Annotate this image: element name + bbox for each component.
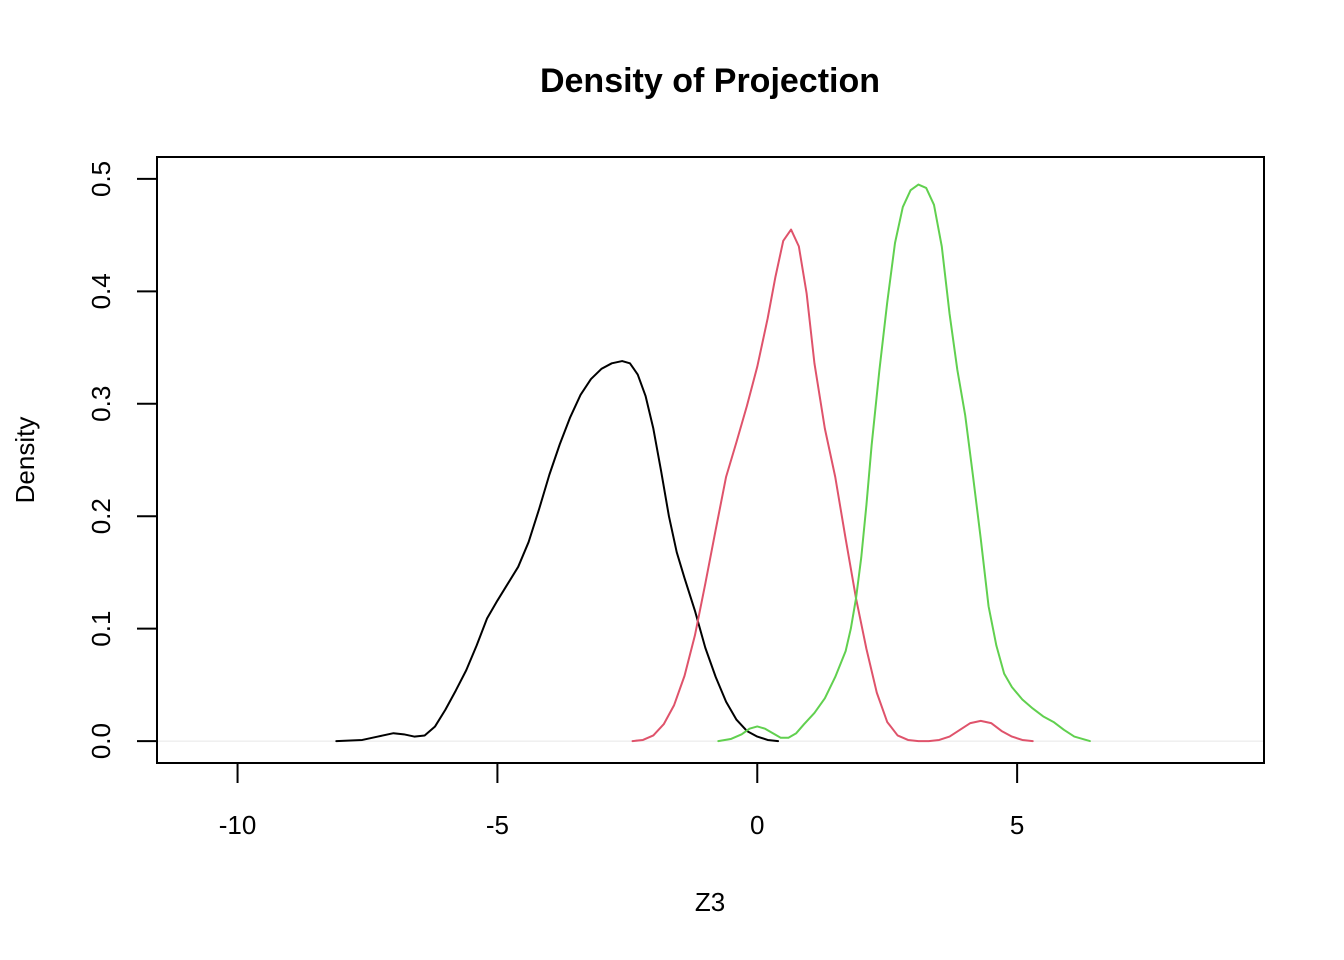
- x-axis: -10 -5 0 5: [219, 762, 1024, 840]
- density-curve-3: [717, 183, 1091, 743]
- density-curve-1: [335, 360, 780, 743]
- y-tick-label: 0.5: [86, 161, 116, 197]
- x-tick-label: -10: [219, 810, 257, 840]
- y-tick-label: 0.1: [86, 611, 116, 647]
- y-tick-label: 0.0: [86, 723, 116, 759]
- x-tick-label: 5: [1010, 810, 1024, 840]
- chart-title: Density of Projection: [540, 62, 880, 100]
- x-tick-label: 0: [750, 810, 764, 840]
- density-curve-2: [631, 228, 1034, 743]
- y-axis: 0.0 0.1 0.2 0.3 0.4 0.5: [86, 161, 158, 759]
- y-tick-label: 0.4: [86, 273, 116, 309]
- x-tick-label: -5: [486, 810, 509, 840]
- plot-frame: [156, 156, 1265, 764]
- y-tick-label: 0.3: [86, 386, 116, 422]
- x-axis-label: Z3: [695, 887, 725, 917]
- density-series: [335, 183, 1091, 743]
- y-tick-label: 0.2: [86, 498, 116, 534]
- y-axis-label: Density: [10, 417, 40, 504]
